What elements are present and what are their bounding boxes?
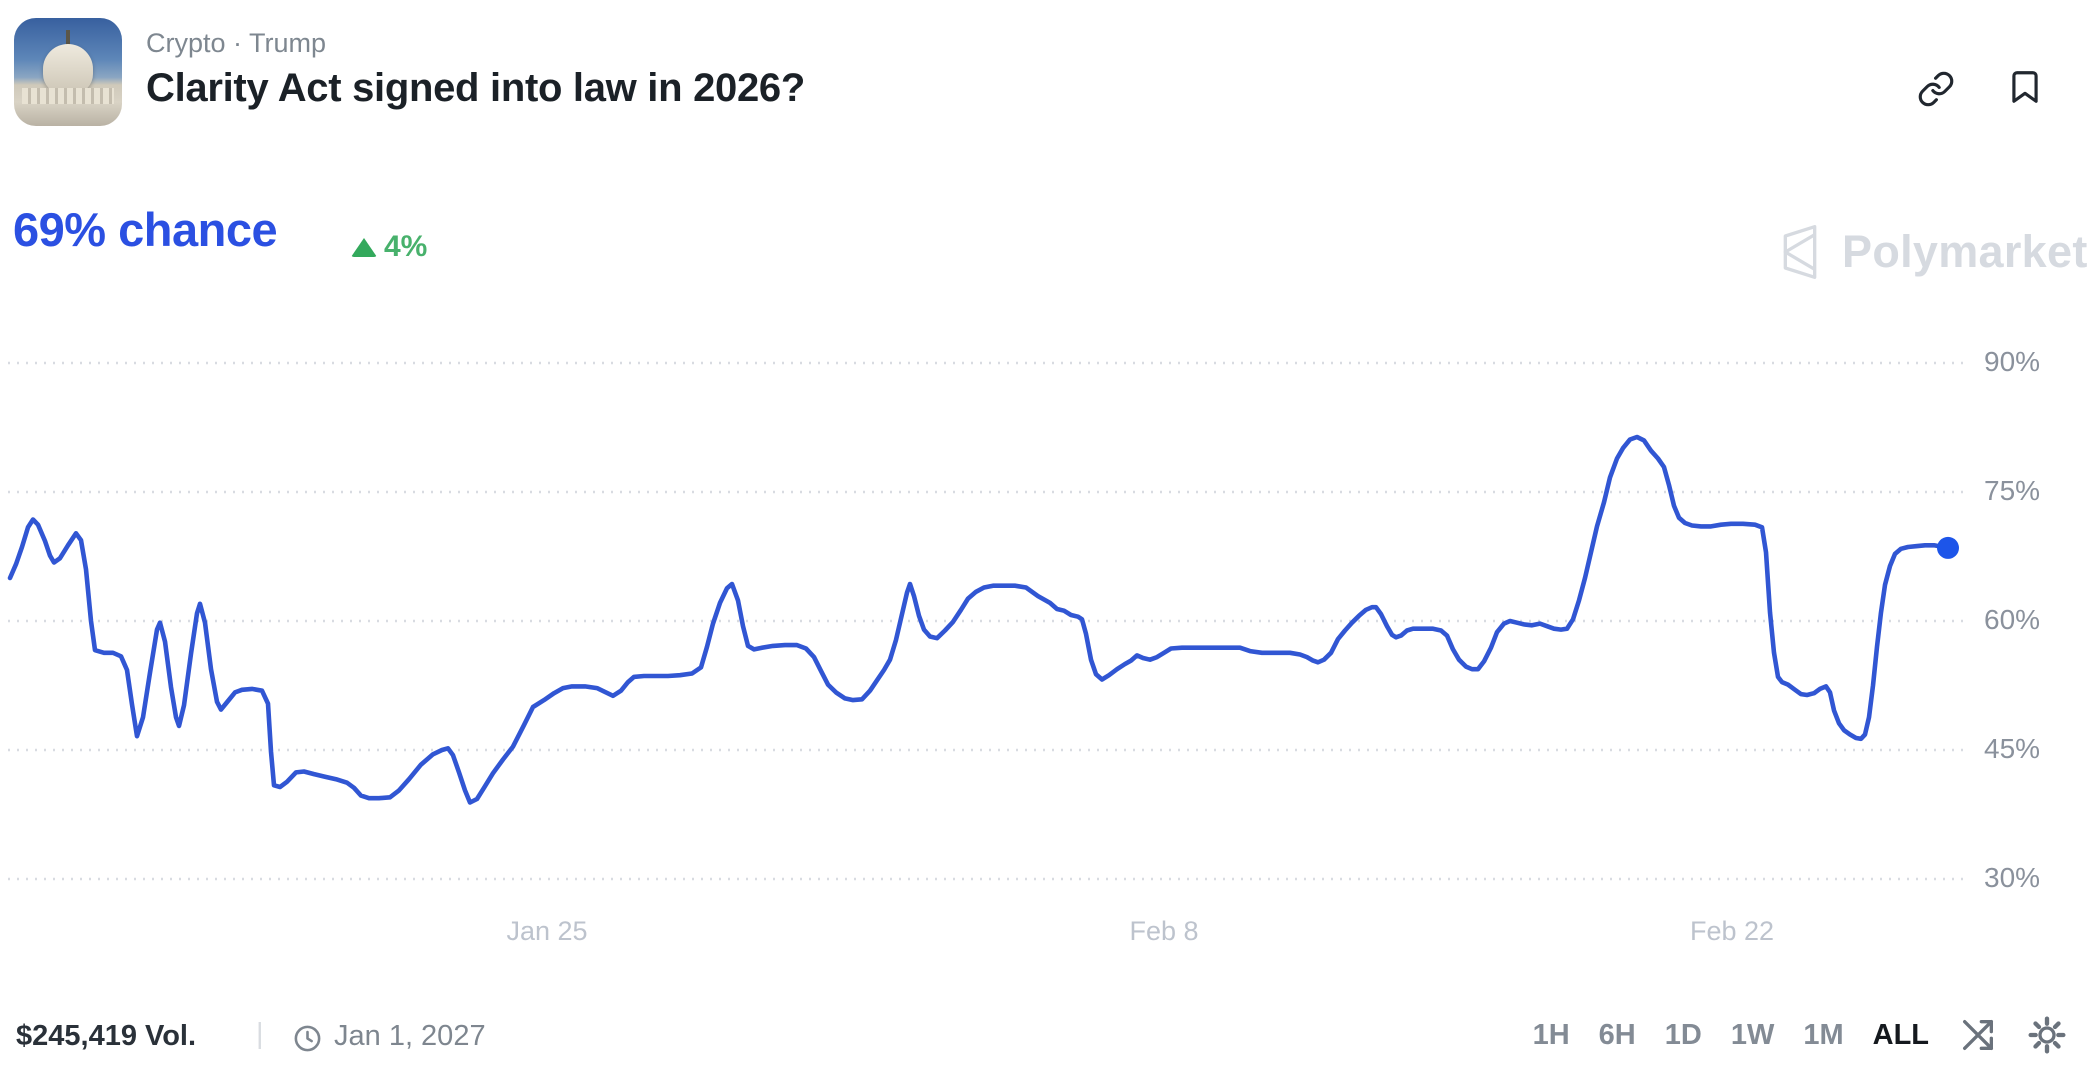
range-button-6h[interactable]: 6H <box>1598 1019 1636 1051</box>
range-button-1h[interactable]: 1H <box>1532 1019 1570 1051</box>
gear-icon[interactable] <box>2027 1015 2067 1055</box>
link-icon[interactable] <box>1917 70 1955 108</box>
price-change-value: 4% <box>384 230 428 263</box>
breadcrumb[interactable]: Crypto · Trump <box>146 28 327 58</box>
polymarket-watermark: Polymarket <box>1772 220 2087 284</box>
end-date-label: Jan 1, 2027 <box>334 1020 486 1052</box>
y-tick-label: 90% <box>1984 346 2041 377</box>
y-tick-label: 45% <box>1984 733 2041 764</box>
range-selector: 1H 6H 1D 1W 1M ALL <box>1533 1014 2067 1056</box>
y-tick-label: 60% <box>1984 604 2041 635</box>
up-arrow-icon <box>351 237 377 257</box>
range-button-1w[interactable]: 1W <box>1730 1019 1775 1051</box>
capitol-dome <box>43 44 93 94</box>
y-tick-label: 30% <box>1984 862 2041 893</box>
footer-separator: | <box>256 1018 264 1050</box>
bookmark-icon[interactable] <box>2006 68 2044 106</box>
price-change: 4% <box>351 230 427 264</box>
market-avatar <box>14 18 122 126</box>
range-button-1m[interactable]: 1M <box>1803 1019 1844 1051</box>
x-tick-label: Feb 22 <box>1689 916 1775 946</box>
chance-value: 69% chance <box>13 203 278 256</box>
range-button-all[interactable]: ALL <box>1872 1019 1929 1051</box>
x-tick-label: Jan 25 <box>506 916 588 946</box>
x-tick-label: Feb 8 <box>1129 916 1199 946</box>
price-line <box>7 434 1951 805</box>
shuffle-icon[interactable] <box>1958 1015 1998 1055</box>
y-tick-label: 75% <box>1984 475 2041 506</box>
volume-label: $245,419 Vol. <box>16 1020 197 1052</box>
market-title: Clarity Act signed into law in 2026? <box>146 66 805 110</box>
watermark-brand: Polymarket <box>1842 226 2087 277</box>
clock-icon <box>292 1023 323 1054</box>
polymarket-logo-icon <box>1783 225 1817 279</box>
capitol-base <box>22 88 114 104</box>
capitol-spire <box>66 30 70 48</box>
endpoint-dot <box>1937 536 1959 559</box>
range-button-1d[interactable]: 1D <box>1664 1019 1702 1051</box>
